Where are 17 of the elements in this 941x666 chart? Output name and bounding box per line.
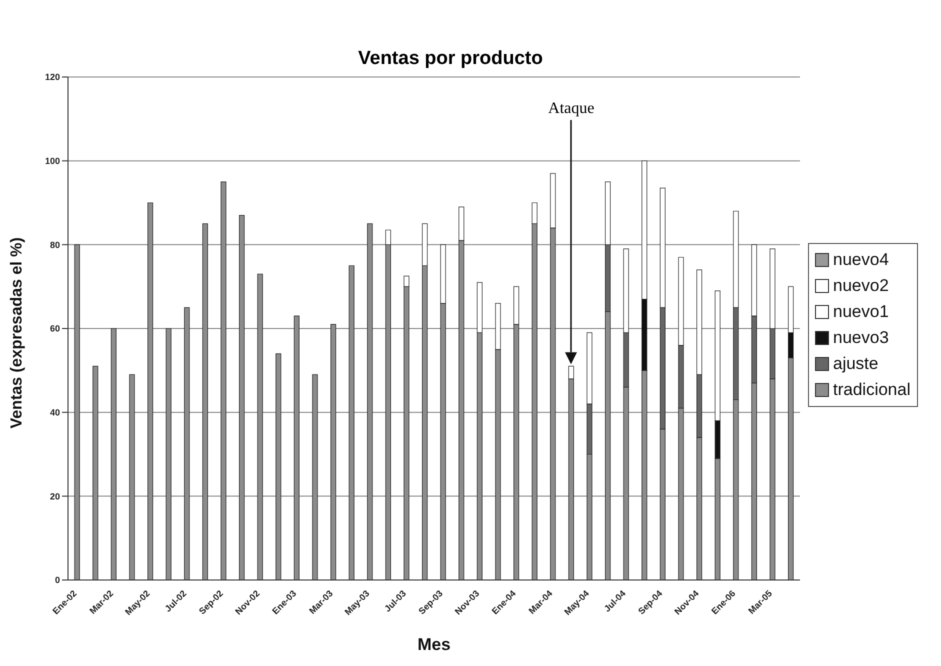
y-tick-label: 80: [50, 240, 60, 250]
text: nuevo1: [833, 301, 889, 323]
y-tick-label: 0: [54, 575, 60, 586]
y-tick-label: 120: [44, 72, 60, 82]
y-tick-label: 100: [44, 156, 60, 166]
y-tick-label: 60: [50, 324, 60, 334]
y-tick-label: 40: [50, 408, 60, 418]
legend-label: ajuste: [833, 353, 878, 375]
legend-label: nuevo2: [833, 275, 889, 297]
y-axis-title: Ventas (expresadas el %): [8, 237, 26, 428]
chart-title: Ventas por producto: [357, 48, 544, 70]
y-tick-label: 20: [50, 491, 60, 502]
legend-label: nuevo3: [833, 327, 889, 349]
legend-label: nuevo4: [833, 249, 889, 271]
x-axis-title: Mes: [417, 635, 451, 654]
annotation: Ataque: [547, 100, 596, 118]
legend-label: tradicional: [833, 379, 910, 401]
